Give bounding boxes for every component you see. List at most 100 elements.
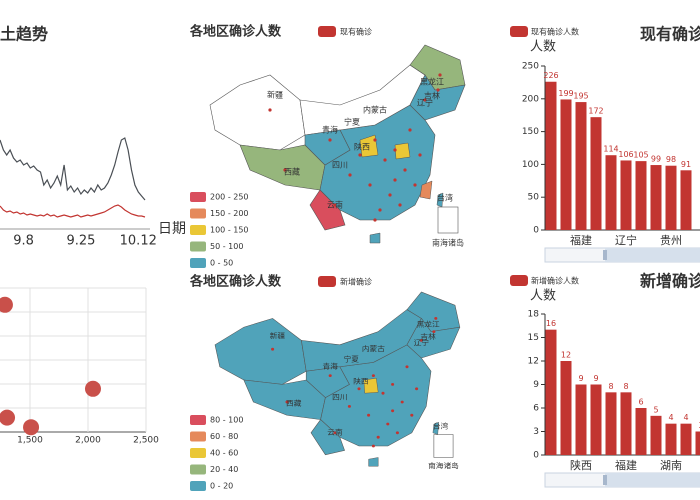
x-tick-label: 9.8 (13, 234, 34, 249)
scatter-point (0, 409, 16, 426)
bar (635, 161, 647, 230)
map-region (406, 317, 461, 359)
city-dot (408, 128, 412, 132)
bar-value-label: 9 (578, 374, 583, 383)
city-dot (395, 431, 399, 435)
region-label: 南海诸岛 (432, 238, 464, 248)
city-dot (398, 203, 402, 207)
bar-value-label: 3 (698, 421, 700, 430)
y-tick-label: 150 (522, 127, 539, 137)
region-label: 四川 (332, 393, 347, 402)
piece-label: 20 - 40 (210, 465, 238, 474)
chart-title: 新增确诊 (640, 272, 700, 291)
legend-swatch (510, 26, 528, 37)
city-dot (436, 88, 440, 92)
piece-label: 0 - 50 (210, 259, 233, 268)
bar-value-label: 8 (608, 382, 613, 391)
region-label: 辽宁 (414, 338, 429, 347)
zoom-range (605, 248, 700, 262)
bar-value-label: 5 (653, 405, 658, 414)
chart-title: 各地区确诊人数 (189, 274, 282, 290)
bar (560, 99, 572, 231)
bar (680, 170, 692, 230)
y-tick-label: 100 (522, 160, 539, 170)
piece-swatch (190, 431, 206, 442)
x-axis-label: 日期 (158, 221, 186, 237)
city-dot (333, 431, 337, 435)
piece-swatch (190, 415, 206, 425)
city-dot (393, 178, 397, 182)
region-label: 陕西 (354, 142, 370, 152)
region-label: 台湾 (437, 193, 453, 203)
piece-swatch (190, 192, 206, 202)
region-label: 黑龙江 (420, 77, 444, 87)
bar-value-label: 172 (588, 107, 603, 116)
bar (620, 392, 632, 455)
bar (620, 160, 632, 230)
region-label: 青海 (322, 125, 338, 135)
bar (605, 155, 617, 230)
bar (545, 81, 557, 230)
x-tick-label: 10.12 (120, 234, 157, 249)
city-dot (376, 435, 380, 439)
city-dot (333, 203, 337, 207)
map-region (305, 366, 350, 398)
city-dot (410, 413, 414, 417)
legend-label: 现有确诊 (340, 27, 372, 37)
map-region (309, 189, 346, 231)
city-dot (357, 387, 361, 391)
bar (590, 384, 602, 455)
legend-swatch (318, 276, 336, 287)
piece-label: 50 - 100 (210, 242, 243, 251)
chart-title: 各地区确诊人数 (189, 24, 282, 40)
bar (695, 431, 700, 455)
region-label: 四川 (332, 161, 348, 170)
y-tick-label: 0 (533, 451, 539, 461)
region-label: 吉林 (420, 332, 436, 341)
bar (680, 423, 692, 455)
piece-label: 80 - 100 (210, 416, 243, 425)
bar (635, 408, 647, 455)
bar (560, 361, 572, 455)
region-label: 云南 (327, 428, 342, 437)
y-tick-label: 250 (522, 62, 539, 72)
zoom-handle (603, 475, 607, 485)
bar (590, 117, 602, 230)
city-dot (415, 387, 419, 391)
region-label: 云南 (327, 200, 343, 210)
x-tick-label: 辽宁 (615, 233, 637, 247)
map-region (394, 142, 411, 160)
bar-value-label: 114 (603, 145, 618, 154)
legend-label: 现有确诊人数 (531, 27, 579, 37)
bar (605, 392, 617, 455)
map-region (214, 318, 307, 385)
map-region (368, 457, 379, 467)
piece-label: 0 - 20 (210, 482, 233, 491)
region-label: 西藏 (284, 167, 300, 177)
city-dot (419, 338, 423, 342)
bar-value-label: 91 (681, 160, 691, 169)
piece-swatch (190, 448, 206, 458)
region-label: 宁夏 (344, 117, 360, 127)
x-tick-label: 福建 (570, 233, 592, 247)
map-region (310, 419, 345, 456)
bar (575, 102, 587, 230)
city-dot (358, 153, 362, 157)
bar-value-label: 4 (668, 413, 673, 422)
scatter-point (84, 380, 101, 397)
city-dot (373, 138, 377, 142)
region-label: 陕西 (353, 377, 368, 386)
city-dot (347, 404, 351, 408)
city-dot (438, 73, 442, 77)
city-dot (283, 168, 287, 172)
bar (545, 329, 557, 455)
region-label: 内蒙古 (362, 344, 385, 353)
y-tick-label: 15 (528, 333, 539, 343)
city-dot (400, 400, 404, 404)
legend-label: 新增确诊人数 (531, 276, 579, 286)
city-dot (386, 422, 390, 426)
zoom-handle (603, 250, 607, 260)
region-label: 辽宁 (417, 98, 433, 108)
